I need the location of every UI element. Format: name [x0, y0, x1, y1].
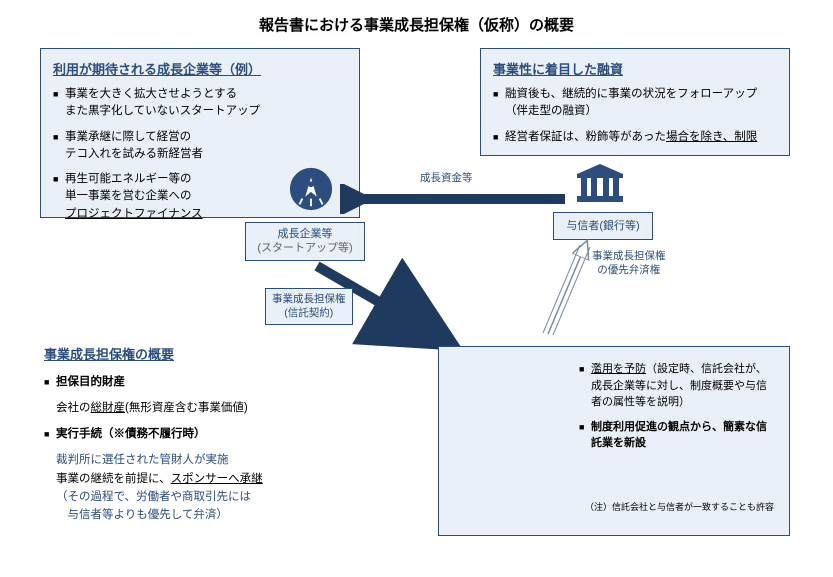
- entity-growth-company: 成長企業等 (スタートアップ等): [245, 222, 365, 261]
- bullet: 事業を大きく拡大させようとするまた黒字化していないスタートアップ: [53, 86, 347, 121]
- overview-item2: 実行手続（※債務不履行時） 裁判所に選任された管財人が実施 事業の継続を前提に、…: [44, 426, 364, 525]
- rocket-icon: [288, 166, 334, 212]
- arrow-funds-label: 成長資金等: [420, 172, 473, 186]
- arrow-security-label: 事業成長担保権(信託契約): [265, 288, 353, 325]
- box-left-title: 利用が期待される成長企業等（例）: [53, 59, 347, 78]
- box-right-title: 事業性に着目した融資: [493, 59, 777, 78]
- entity-growth-line1: 成長企業等: [254, 227, 356, 241]
- overview-item2-line1: 裁判所に選任された管財人が実施: [44, 451, 364, 469]
- overview-title: 事業成長担保権の概要: [44, 344, 174, 363]
- overview-item2-head: 実行手続（※債務不履行時）: [44, 426, 364, 443]
- arrow-funds: [340, 184, 570, 214]
- entity-creditor-label: 与信者(銀行等): [566, 220, 639, 232]
- bullet: 事業承継に際して経営のテコ入れを試みる新経営者: [53, 129, 347, 164]
- bullet: 融資後も、継続的に事業の状況をフォローアップ（伴走型の融資）: [493, 86, 777, 121]
- bullet: 経営者保証は、粉飾等があった場合を除き、制限: [493, 129, 777, 146]
- overview-item2-line3: （その過程で、労働者や商取引先には: [44, 488, 364, 506]
- overview-item1-head: 担保目的財産: [44, 374, 344, 391]
- bullet: 制度利用促進の観点から、簡素な信託業を新設: [579, 419, 777, 452]
- entity-growth-line2: (スタートアップ等): [254, 241, 356, 255]
- overview-item2-line2: 事業の継続を前提に、スポンサーへ承継: [44, 470, 364, 488]
- trust-note: （注）信託会社と与信者が一致することも許容: [585, 500, 774, 513]
- overview-item1: 担保目的財産 会社の総財産(無形資産含む事業価値): [44, 374, 344, 418]
- overview-item2-line4: 与信者等よりも優先して弁済）: [44, 506, 364, 524]
- page-title: 報告書における事業成長担保権（仮称）の概要: [0, 0, 833, 45]
- bullet: 濫用を予防（設定時、信託会社が、成長企業等に対し、制度概要や与信者の属性等を説明…: [579, 361, 777, 411]
- overview-item1-body: 会社の総財産(無形資産含む事業価値): [44, 399, 344, 417]
- arrow-priority-label: 事業成長担保権の優先弁済権: [592, 250, 666, 277]
- bank-icon: [575, 162, 625, 204]
- box-business-financing: 事業性に着目した融資 融資後も、継続的に事業の状況をフォローアップ（伴走型の融資…: [480, 48, 790, 156]
